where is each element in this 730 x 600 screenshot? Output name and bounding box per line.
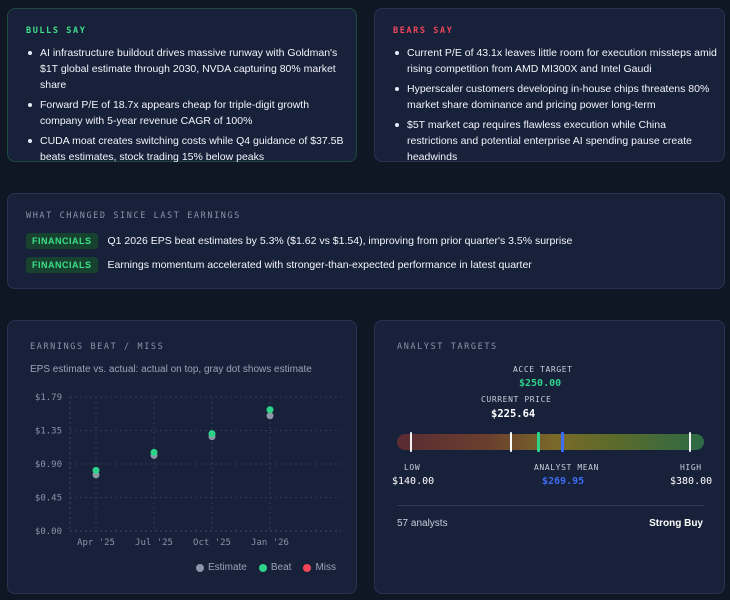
category-tag: FINANCIALS (26, 233, 98, 249)
analyst-count: 57 analysts (397, 518, 448, 529)
analyst-mean-value: $269.95 (542, 476, 585, 487)
y-tick-label: $0.90 (35, 460, 62, 470)
x-tick-label: Oct '25 (193, 538, 231, 548)
y-tick-label: $1.35 (35, 427, 62, 437)
changes-list: FINANCIALS Q1 2026 EPS beat estimates by… (26, 233, 572, 281)
current-price-value: $225.64 (491, 408, 536, 420)
change-text: Q1 2026 EPS beat estimates by 5.3% ($1.6… (107, 235, 573, 247)
y-tick-label: $0.00 (35, 527, 62, 537)
x-tick-label: Jul '25 (135, 538, 173, 548)
bull-point: CUDA moat creates switching costs while … (26, 133, 351, 165)
acce-target-marker (537, 432, 541, 452)
acce-target-value: $250.00 (519, 378, 562, 389)
legend-miss: Miss (303, 562, 336, 573)
changes-title: WHAT CHANGED SINCE LAST EARNINGS (26, 211, 241, 221)
low-value: $140.00 (392, 476, 435, 487)
category-tag: FINANCIALS (26, 257, 98, 273)
changes-card: WHAT CHANGED SINCE LAST EARNINGS FINANCI… (7, 193, 725, 289)
low-label: LOW (404, 463, 421, 472)
eps-chart: $1.79 $1.35 $0.90 $0.45 $0.00 Apr '25 Jul '25 O… (35, 393, 341, 548)
bears-card: BEARS SAY Current P/E of 43.1x leaves li… (374, 8, 725, 163)
bulls-card: BULLS SAY AI infrastructure buildout dri… (7, 8, 357, 163)
legend-estimate: Estimate (195, 562, 247, 573)
y-tick-label: $0.45 (35, 494, 62, 504)
bear-point: Hyperscaler customers developing in-hous… (393, 81, 718, 113)
earnings-title: EARNINGS BEAT / MISS (30, 342, 165, 352)
beat-point (150, 448, 158, 456)
x-tick-label: Jan '26 (251, 538, 289, 548)
high-marker (689, 432, 691, 452)
bull-point: AI infrastructure buildout drives massiv… (26, 45, 351, 93)
targets-card: ANALYST TARGETS ACCE TARGET $250.00 CURR… (374, 320, 725, 594)
consensus-rating: Strong Buy (649, 518, 703, 529)
legend-beat: Beat (258, 562, 291, 573)
beat-dot-icon (258, 563, 267, 572)
high-label: HIGH (680, 463, 702, 472)
change-item: FINANCIALS Earnings momentum accelerated… (26, 257, 572, 273)
acce-target-label: ACCE TARGET (513, 365, 573, 374)
analyst-mean-label: ANALYST MEAN (534, 463, 599, 472)
bears-title: BEARS SAY (393, 26, 454, 36)
bulls-title: BULLS SAY (26, 26, 87, 36)
bear-point: Current P/E of 43.1x leaves little room … (393, 45, 718, 77)
estimate-dot-icon (195, 563, 204, 572)
beat-point (266, 406, 274, 414)
change-item: FINANCIALS Q1 2026 EPS beat estimates by… (26, 233, 572, 249)
estimate-point (266, 412, 274, 420)
x-tick-label: Apr '25 (77, 538, 115, 548)
low-marker (410, 432, 412, 452)
earnings-subtitle: EPS estimate vs. actual: actual on top, … (30, 364, 312, 375)
earnings-card: EARNINGS BEAT / MISS EPS estimate vs. ac… (7, 320, 357, 594)
change-text: Earnings momentum accelerated with stron… (107, 259, 532, 271)
chart-legend: Estimate Beat Miss (188, 562, 336, 573)
miss-dot-icon (303, 563, 312, 572)
current-price-label: CURRENT PRICE (481, 395, 552, 404)
beat-point (92, 466, 100, 474)
bear-point: $5T market cap requires flawless executi… (393, 117, 718, 165)
high-value: $380.00 (670, 476, 713, 487)
analyst-mean-marker (560, 432, 564, 452)
bears-list: Current P/E of 43.1x leaves little room … (393, 45, 718, 169)
bull-point: Forward P/E of 18.7x appears cheap for t… (26, 97, 351, 129)
y-tick-label: $1.79 (35, 393, 62, 403)
current-price-marker (509, 432, 512, 452)
bulls-list: AI infrastructure buildout drives massiv… (26, 45, 351, 169)
beat-point (208, 430, 216, 438)
targets-title: ANALYST TARGETS (397, 342, 498, 352)
divider (397, 505, 704, 506)
target-range-bar (397, 434, 704, 450)
